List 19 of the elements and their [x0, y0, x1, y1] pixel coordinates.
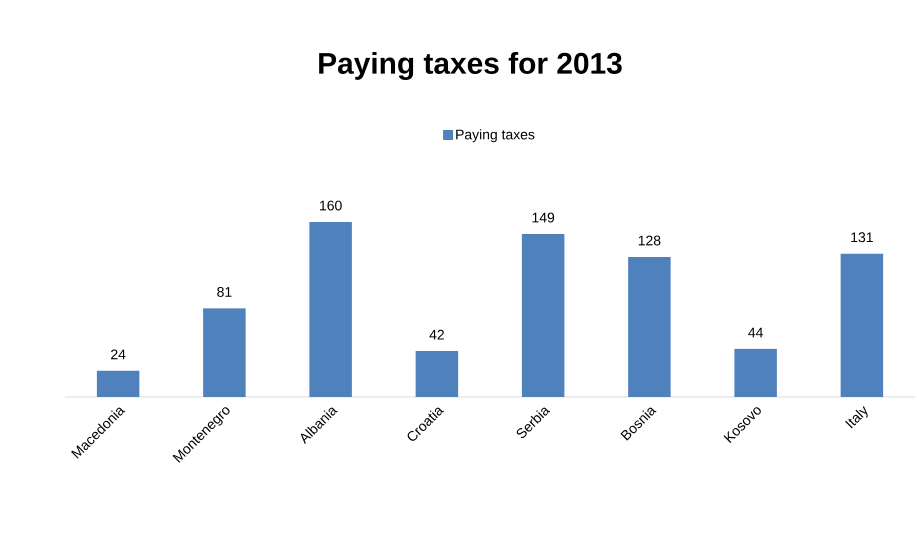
bar	[203, 308, 246, 397]
legend-label: Paying taxes	[456, 129, 534, 142]
bar	[522, 234, 564, 397]
data-label: 24	[111, 349, 126, 360]
data-label: 44	[748, 328, 763, 338]
data-label: 160	[320, 200, 342, 210]
data-label: 128	[638, 236, 660, 246]
chart-title: Paying taxes for 2013	[319, 52, 622, 80]
bar	[96, 370, 140, 397]
data-label: 81	[217, 286, 232, 297]
data-label: 131	[851, 232, 873, 242]
bar	[628, 256, 671, 397]
data-label: 149	[532, 212, 554, 222]
bar	[309, 222, 352, 397]
bar	[840, 254, 884, 397]
data-label: 42	[429, 330, 444, 340]
bar	[734, 348, 777, 397]
bar	[416, 351, 458, 397]
x-tick-label: Italy	[845, 406, 868, 428]
